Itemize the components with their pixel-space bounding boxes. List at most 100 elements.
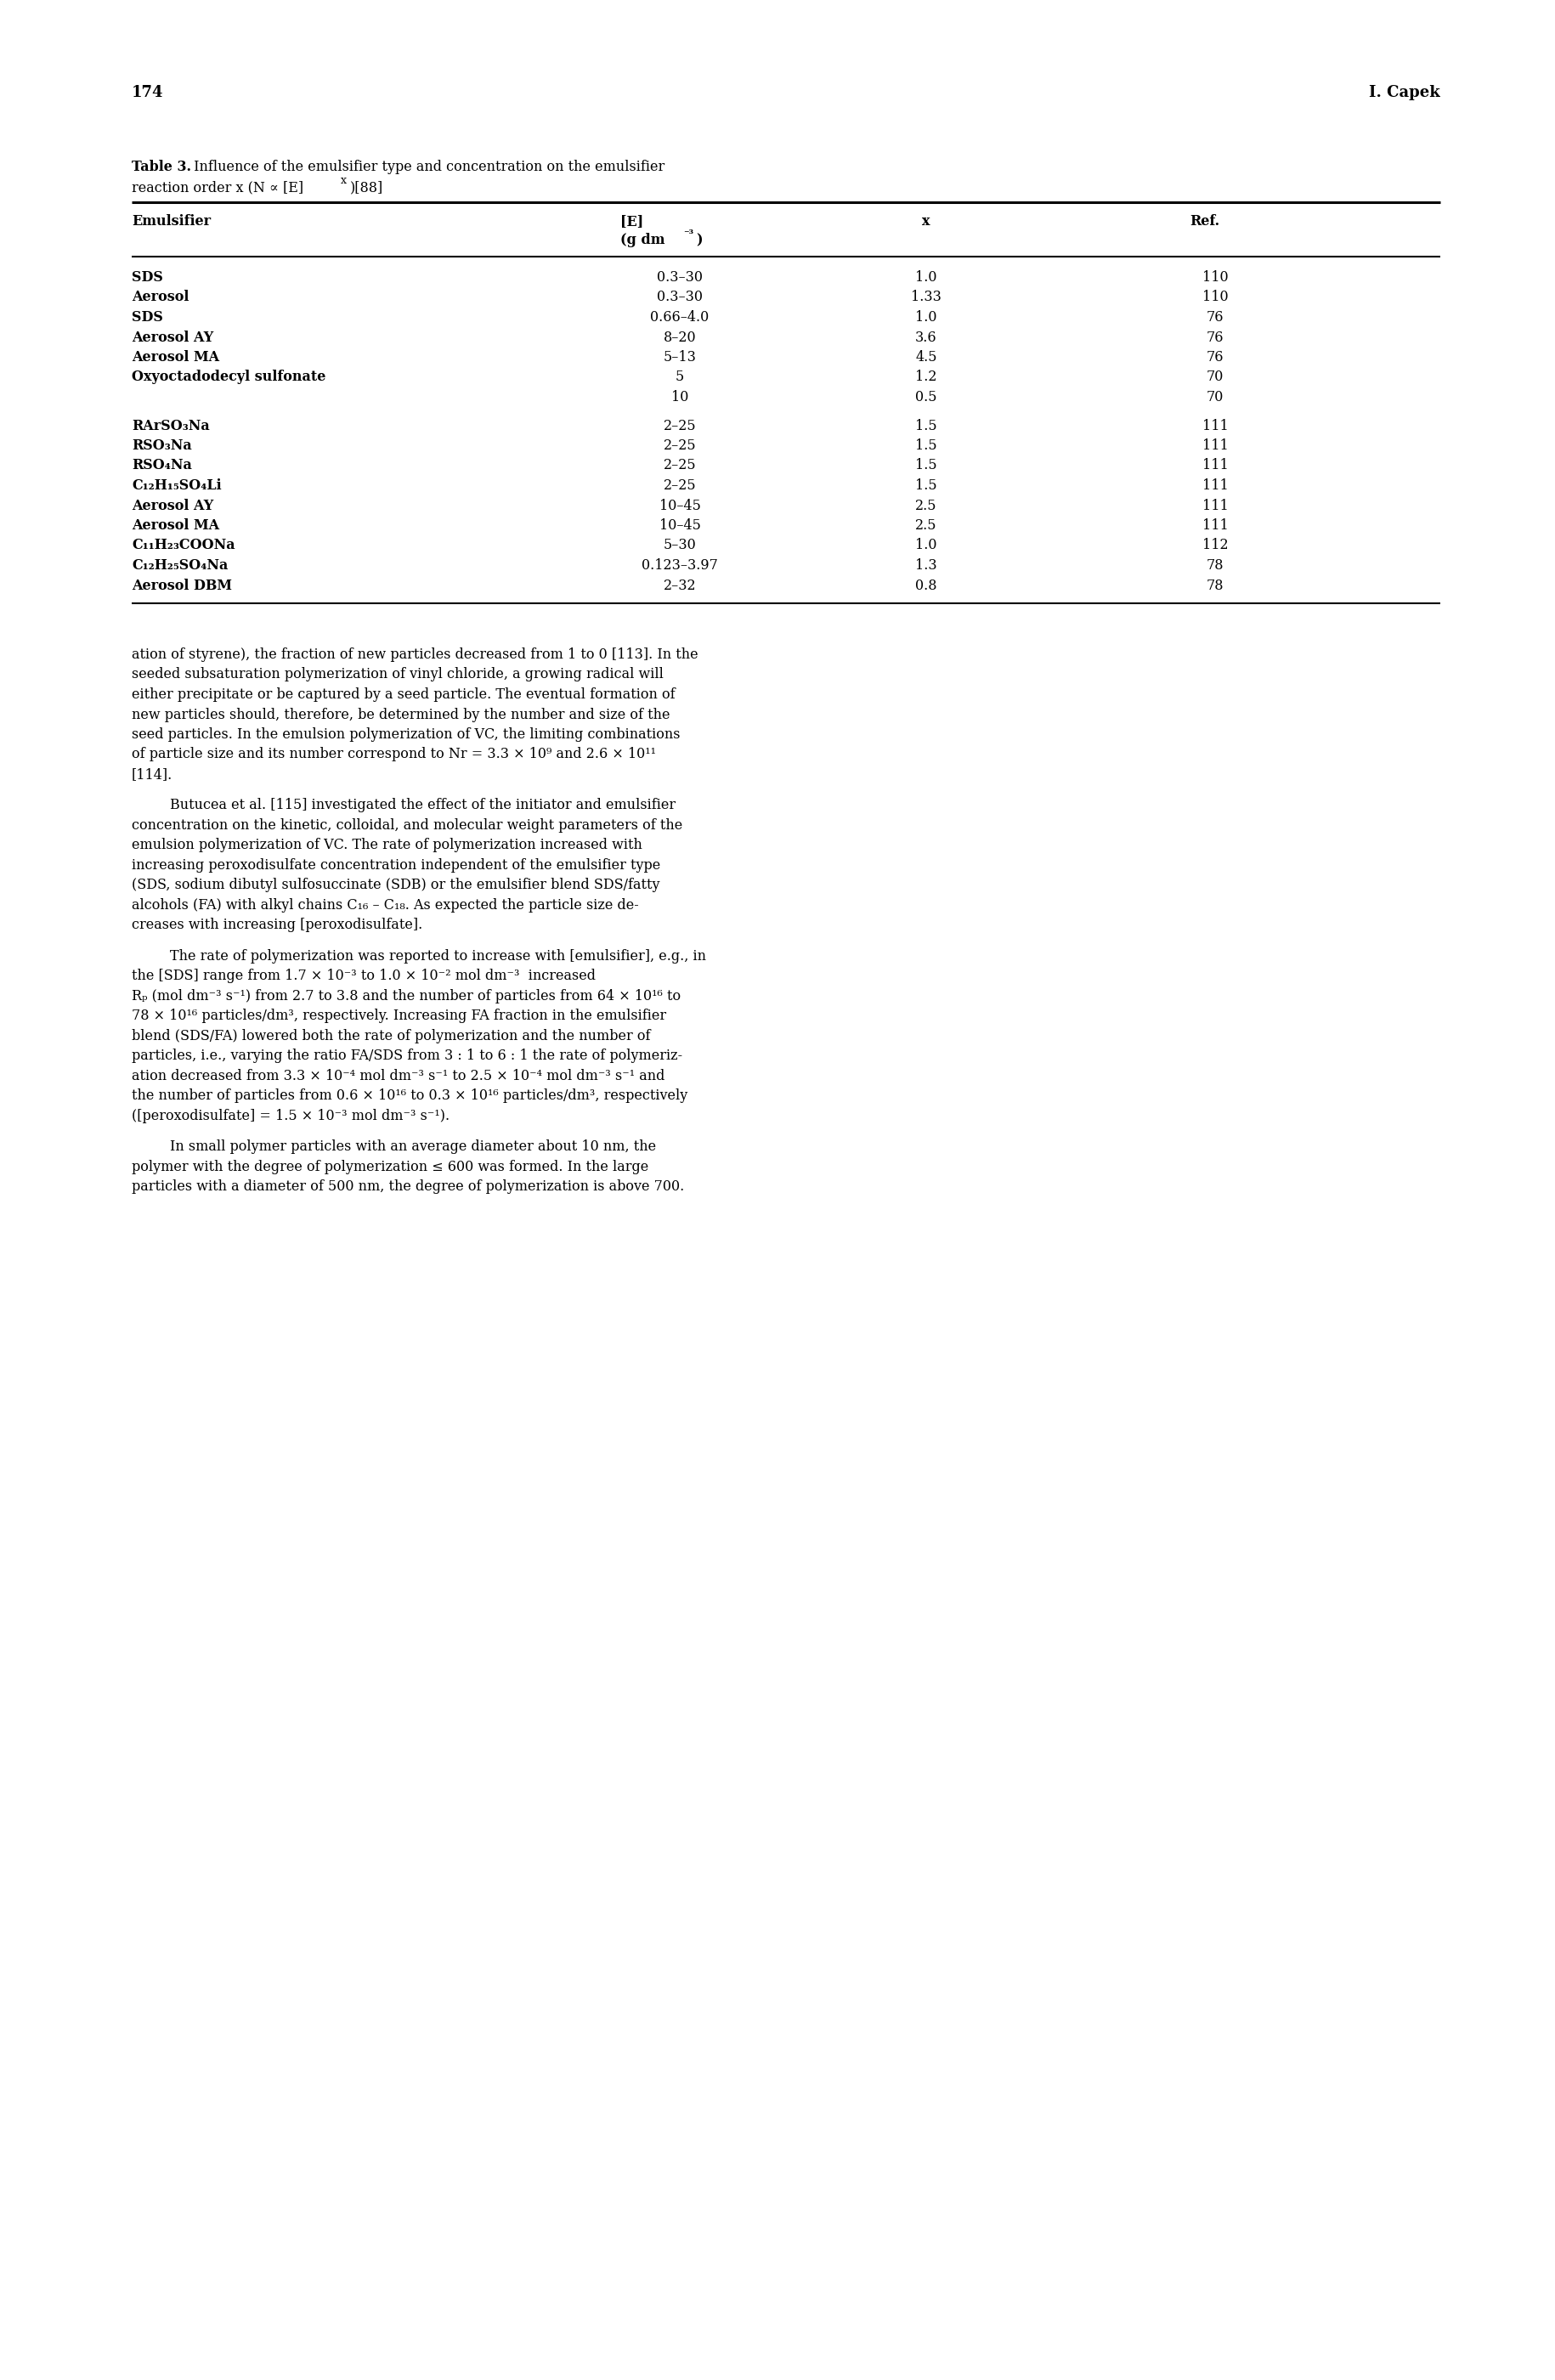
Text: 111: 111 <box>1202 519 1228 533</box>
Text: 1.5: 1.5 <box>916 459 938 474</box>
Text: 0.8: 0.8 <box>916 578 938 593</box>
Text: [E]: [E] <box>620 214 644 228</box>
Text: reaction order x (N ∝ [E]: reaction order x (N ∝ [E] <box>132 181 303 195</box>
Text: 1.5: 1.5 <box>916 478 938 493</box>
Text: 2–25: 2–25 <box>664 438 697 452</box>
Text: concentration on the kinetic, colloidal, and molecular weight parameters of the: concentration on the kinetic, colloidal,… <box>132 819 683 833</box>
Text: 111: 111 <box>1202 438 1228 452</box>
Text: emulsion polymerization of VC. The rate of polymerization increased with: emulsion polymerization of VC. The rate … <box>132 838 642 852</box>
Text: the [SDS] range from 1.7 × 10⁻³ to 1.0 × 10⁻² mol dm⁻³  increased: the [SDS] range from 1.7 × 10⁻³ to 1.0 ×… <box>132 969 596 983</box>
Text: C₁₂H₁₅SO₄Li: C₁₂H₁₅SO₄Li <box>132 478 221 493</box>
Text: new particles should, therefore, be determined by the number and size of the: new particles should, therefore, be dete… <box>132 707 670 721</box>
Text: 70: 70 <box>1207 390 1224 405</box>
Text: Aerosol AY: Aerosol AY <box>132 497 213 512</box>
Text: 2–25: 2–25 <box>664 478 697 493</box>
Text: the number of particles from 0.6 × 10¹⁶ to 0.3 × 10¹⁶ particles/dm³, respectivel: the number of particles from 0.6 × 10¹⁶ … <box>132 1088 687 1104</box>
Text: Rₚ (mol dm⁻³ s⁻¹) from 2.7 to 3.8 and the number of particles from 64 × 10¹⁶ to: Rₚ (mol dm⁻³ s⁻¹) from 2.7 to 3.8 and th… <box>132 990 681 1004</box>
Text: creases with increasing [peroxodisulfate].: creases with increasing [peroxodisulfate… <box>132 919 423 933</box>
Text: 110: 110 <box>1202 290 1228 305</box>
Text: 111: 111 <box>1202 478 1228 493</box>
Text: Aerosol AY: Aerosol AY <box>132 331 213 345</box>
Text: particles with a diameter of 500 nm, the degree of polymerization is above 700.: particles with a diameter of 500 nm, the… <box>132 1180 684 1195</box>
Text: (g dm: (g dm <box>620 233 666 248</box>
Text: 10: 10 <box>672 390 689 405</box>
Text: 76: 76 <box>1207 309 1224 324</box>
Text: Aerosol: Aerosol <box>132 290 190 305</box>
Text: blend (SDS/FA) lowered both the rate of polymerization and the number of: blend (SDS/FA) lowered both the rate of … <box>132 1028 650 1042</box>
Text: 1.3: 1.3 <box>916 559 938 574</box>
Text: Table 3.: Table 3. <box>132 159 191 174</box>
Text: x: x <box>922 214 930 228</box>
Text: Influence of the emulsifier type and concentration on the emulsifier: Influence of the emulsifier type and con… <box>190 159 664 174</box>
Text: The rate of polymerization was reported to increase with [emulsifier], e.g., in: The rate of polymerization was reported … <box>169 950 706 964</box>
Text: ([peroxodisulfate] = 1.5 × 10⁻³ mol dm⁻³ s⁻¹).: ([peroxodisulfate] = 1.5 × 10⁻³ mol dm⁻³… <box>132 1109 449 1123</box>
Text: 2.5: 2.5 <box>916 519 938 533</box>
Text: 2–25: 2–25 <box>664 459 697 474</box>
Text: )[88]: )[88] <box>350 181 384 195</box>
Text: I. Capek: I. Capek <box>1368 86 1440 100</box>
Text: seed particles. In the emulsion polymerization of VC, the limiting combinations: seed particles. In the emulsion polymeri… <box>132 728 680 743</box>
Text: 1.0: 1.0 <box>916 309 938 324</box>
Text: (SDS, sodium dibutyl sulfosuccinate (SDB) or the emulsifier blend SDS/fatty: (SDS, sodium dibutyl sulfosuccinate (SDB… <box>132 878 659 892</box>
Text: 0.5: 0.5 <box>916 390 938 405</box>
Text: x: x <box>341 176 347 186</box>
Text: SDS: SDS <box>132 309 163 324</box>
Text: increasing peroxodisulfate concentration independent of the emulsifier type: increasing peroxodisulfate concentration… <box>132 859 661 873</box>
Text: In small polymer particles with an average diameter about 10 nm, the: In small polymer particles with an avera… <box>169 1140 656 1154</box>
Text: 8–20: 8–20 <box>664 331 697 345</box>
Text: 1.2: 1.2 <box>916 369 938 386</box>
Text: ation decreased from 3.3 × 10⁻⁴ mol dm⁻³ s⁻¹ to 2.5 × 10⁻⁴ mol dm⁻³ s⁻¹ and: ation decreased from 3.3 × 10⁻⁴ mol dm⁻³… <box>132 1069 666 1083</box>
Text: 112: 112 <box>1202 538 1228 552</box>
Text: of particle size and its number correspond to Nr = 3.3 × 10⁹ and 2.6 × 10¹¹: of particle size and its number correspo… <box>132 747 656 762</box>
Text: 2–25: 2–25 <box>664 419 697 433</box>
Text: 5–30: 5–30 <box>664 538 697 552</box>
Text: ation of styrene), the fraction of new particles decreased from 1 to 0 [113]. In: ation of styrene), the fraction of new p… <box>132 647 698 662</box>
Text: 10–45: 10–45 <box>659 497 701 512</box>
Text: Oxyoctadodecyl sulfonate: Oxyoctadodecyl sulfonate <box>132 369 325 386</box>
Text: Emulsifier: Emulsifier <box>132 214 211 228</box>
Text: polymer with the degree of polymerization ≤ 600 was formed. In the large: polymer with the degree of polymerizatio… <box>132 1159 648 1173</box>
Text: Butucea et al. [115] investigated the effect of the initiator and emulsifier: Butucea et al. [115] investigated the ef… <box>169 797 675 812</box>
Text: 78: 78 <box>1207 559 1224 574</box>
Text: 76: 76 <box>1207 350 1224 364</box>
Text: C₁₁H₂₃COONa: C₁₁H₂₃COONa <box>132 538 235 552</box>
Text: RSO₄Na: RSO₄Na <box>132 459 191 474</box>
Text: Aerosol DBM: Aerosol DBM <box>132 578 232 593</box>
Text: 174: 174 <box>132 86 163 100</box>
Text: 111: 111 <box>1202 419 1228 433</box>
Text: RArSO₃Na: RArSO₃Na <box>132 419 210 433</box>
Text: ⁻³: ⁻³ <box>683 228 694 240</box>
Text: RSO₃Na: RSO₃Na <box>132 438 191 452</box>
Text: Aerosol MA: Aerosol MA <box>132 350 219 364</box>
Text: 5–13: 5–13 <box>664 350 697 364</box>
Text: 4.5: 4.5 <box>916 350 938 364</box>
Text: ): ) <box>697 233 703 248</box>
Text: 2–32: 2–32 <box>664 578 697 593</box>
Text: either precipitate or be captured by a seed particle. The eventual formation of: either precipitate or be captured by a s… <box>132 688 675 702</box>
Text: 5: 5 <box>675 369 684 386</box>
Text: Ref.: Ref. <box>1190 214 1219 228</box>
Text: 1.5: 1.5 <box>916 438 938 452</box>
Text: 1.0: 1.0 <box>916 271 938 286</box>
Text: 70: 70 <box>1207 369 1224 386</box>
Text: 76: 76 <box>1207 331 1224 345</box>
Text: 2.5: 2.5 <box>916 497 938 512</box>
Text: 0.3–30: 0.3–30 <box>656 290 703 305</box>
Text: 1.33: 1.33 <box>911 290 941 305</box>
Text: 78 × 10¹⁶ particles/dm³, respectively. Increasing FA fraction in the emulsifier: 78 × 10¹⁶ particles/dm³, respectively. I… <box>132 1009 666 1023</box>
Text: 1.5: 1.5 <box>916 419 938 433</box>
Text: 3.6: 3.6 <box>916 331 938 345</box>
Text: [114].: [114]. <box>132 766 173 781</box>
Text: 0.3–30: 0.3–30 <box>656 271 703 286</box>
Text: 10–45: 10–45 <box>659 519 701 533</box>
Text: C₁₂H₂₅SO₄Na: C₁₂H₂₅SO₄Na <box>132 559 229 574</box>
Text: 78: 78 <box>1207 578 1224 593</box>
Text: 110: 110 <box>1202 271 1228 286</box>
Text: particles, i.e., varying the ratio FA/SDS from 3 : 1 to 6 : 1 the rate of polyme: particles, i.e., varying the ratio FA/SD… <box>132 1050 683 1064</box>
Text: alcohols (FA) with alkyl chains C₁₆ – C₁₈. As expected the particle size de-: alcohols (FA) with alkyl chains C₁₆ – C₁… <box>132 897 639 912</box>
Text: Aerosol MA: Aerosol MA <box>132 519 219 533</box>
Text: 111: 111 <box>1202 497 1228 512</box>
Text: 111: 111 <box>1202 459 1228 474</box>
Text: seeded subsaturation polymerization of vinyl chloride, a growing radical will: seeded subsaturation polymerization of v… <box>132 666 664 683</box>
Text: 1.0: 1.0 <box>916 538 938 552</box>
